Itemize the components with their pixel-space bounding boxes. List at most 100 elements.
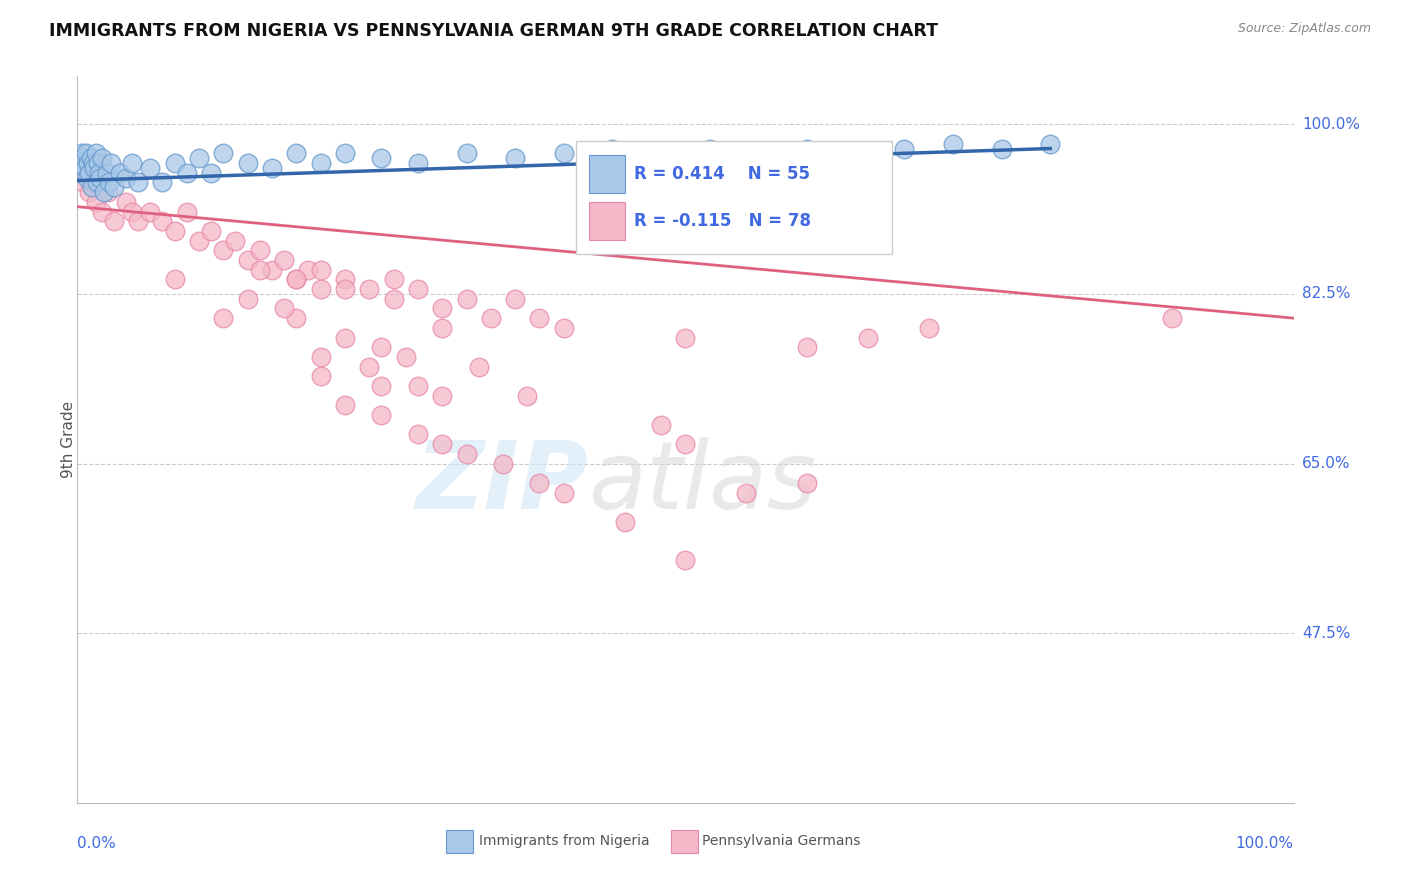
Point xyxy=(80,151,103,165)
Point xyxy=(70,146,93,161)
Point xyxy=(285,272,308,286)
Point xyxy=(200,166,222,180)
FancyBboxPatch shape xyxy=(671,830,697,853)
Point xyxy=(406,282,429,296)
Point xyxy=(96,166,118,180)
Point xyxy=(285,311,308,326)
Point xyxy=(309,350,332,364)
Point xyxy=(163,156,186,170)
Point xyxy=(212,146,235,161)
Text: Pennsylvania Germans: Pennsylvania Germans xyxy=(703,834,860,848)
Point xyxy=(516,389,538,403)
Point xyxy=(503,151,526,165)
Text: 82.5%: 82.5% xyxy=(1302,286,1350,301)
Point xyxy=(675,553,697,567)
Point xyxy=(163,224,186,238)
Text: 65.0%: 65.0% xyxy=(1302,456,1350,471)
Point xyxy=(72,176,94,190)
Point xyxy=(675,330,697,344)
Point xyxy=(1161,311,1184,326)
Text: R = 0.414    N = 55: R = 0.414 N = 55 xyxy=(634,165,810,184)
Point xyxy=(260,161,283,175)
Point xyxy=(100,156,122,170)
Point xyxy=(333,398,356,412)
Point xyxy=(297,262,319,277)
Point xyxy=(359,359,381,374)
Point xyxy=(76,170,98,185)
FancyBboxPatch shape xyxy=(446,830,472,853)
Point xyxy=(309,369,332,384)
Point xyxy=(370,408,392,422)
Point xyxy=(82,156,104,170)
Text: IMMIGRANTS FROM NIGERIA VS PENNSYLVANIA GERMAN 9TH GRADE CORRELATION CHART: IMMIGRANTS FROM NIGERIA VS PENNSYLVANIA … xyxy=(49,22,938,40)
Point xyxy=(333,330,356,344)
Text: Source: ZipAtlas.com: Source: ZipAtlas.com xyxy=(1237,22,1371,36)
Text: 100.0%: 100.0% xyxy=(1302,117,1360,132)
Point xyxy=(553,485,575,500)
Point xyxy=(212,244,235,258)
Point xyxy=(152,176,174,190)
Point xyxy=(86,176,108,190)
Point xyxy=(77,156,100,170)
Point xyxy=(188,234,211,248)
Point xyxy=(70,166,93,180)
Point xyxy=(273,301,295,316)
Point xyxy=(529,475,551,490)
Point xyxy=(456,292,478,306)
Point xyxy=(200,224,222,238)
Point xyxy=(79,166,101,180)
Text: 0.0%: 0.0% xyxy=(77,836,117,850)
Point xyxy=(249,244,271,258)
Point xyxy=(467,359,489,374)
Point xyxy=(845,146,868,161)
Point xyxy=(152,214,174,228)
Point xyxy=(675,437,697,451)
Point xyxy=(285,146,308,161)
Point xyxy=(309,156,332,170)
Point xyxy=(333,146,356,161)
Point xyxy=(176,204,198,219)
Point xyxy=(249,262,271,277)
Point xyxy=(650,417,672,432)
Point xyxy=(990,141,1012,155)
Point xyxy=(121,156,143,170)
FancyBboxPatch shape xyxy=(589,202,624,240)
Point xyxy=(942,136,965,151)
Point xyxy=(97,176,120,190)
Point xyxy=(735,485,758,500)
Point xyxy=(430,389,453,403)
Text: ZIP: ZIP xyxy=(415,437,588,529)
Point xyxy=(176,166,198,180)
Point xyxy=(370,379,392,393)
Point xyxy=(456,146,478,161)
Point xyxy=(79,185,101,199)
Point xyxy=(553,321,575,335)
Point xyxy=(188,151,211,165)
Point xyxy=(406,379,429,393)
Point xyxy=(406,427,429,442)
Point xyxy=(90,151,112,165)
Point xyxy=(479,311,502,326)
Point xyxy=(236,156,259,170)
Point xyxy=(224,234,246,248)
Point xyxy=(103,214,125,228)
Point xyxy=(747,146,769,161)
Point xyxy=(83,161,105,175)
Point xyxy=(121,204,143,219)
Point xyxy=(796,141,818,155)
Point xyxy=(893,141,915,155)
Point xyxy=(430,437,453,451)
Point xyxy=(139,204,162,219)
Point xyxy=(285,272,308,286)
Point xyxy=(359,282,381,296)
Point xyxy=(503,292,526,306)
Point xyxy=(73,161,96,175)
Point xyxy=(236,252,259,267)
Point xyxy=(97,185,120,199)
Text: 47.5%: 47.5% xyxy=(1302,625,1350,640)
Point xyxy=(127,214,149,228)
Point xyxy=(395,350,418,364)
Point xyxy=(69,156,91,170)
Point xyxy=(918,321,941,335)
Text: atlas: atlas xyxy=(588,437,817,528)
